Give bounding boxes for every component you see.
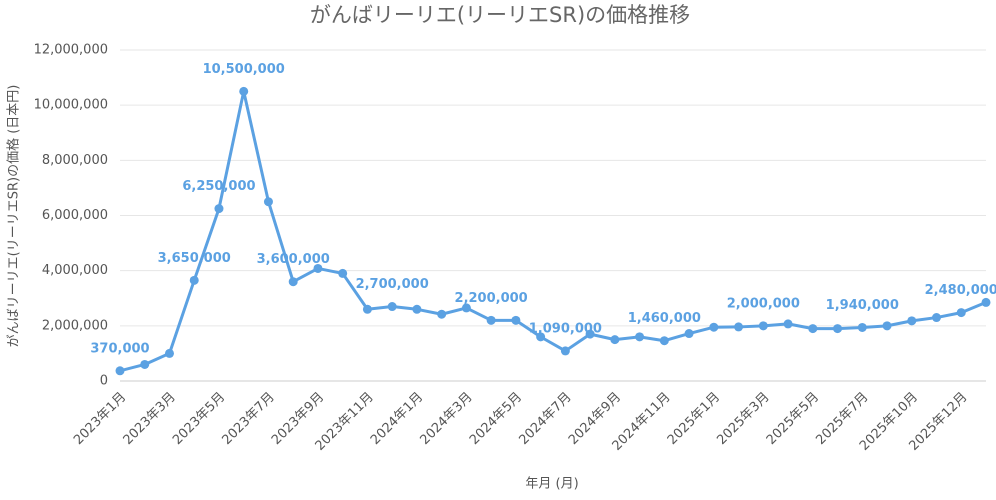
point (239, 86, 249, 96)
point (585, 329, 595, 339)
x-tick-label: 2024年3月 (417, 390, 475, 448)
value-label: 2,700,000 (356, 277, 429, 292)
point (288, 277, 298, 287)
point (635, 332, 645, 342)
x-tick-label: 2023年1月 (71, 390, 129, 448)
point (461, 303, 471, 313)
point (214, 204, 224, 214)
value-label: 1,940,000 (826, 298, 899, 313)
value-label: 2,000,000 (727, 296, 800, 311)
x-tick-label: 2023年3月 (121, 390, 179, 448)
point (560, 346, 570, 356)
value-label: 1,090,000 (529, 321, 602, 336)
x-tick-label: 2024年1月 (368, 390, 426, 448)
point (437, 309, 447, 319)
point (758, 321, 768, 331)
y-axis-label: がんばリーリエ(リーリエSR)の価格 (日本円) (6, 85, 22, 348)
y-tick-label: 12,000,000 (34, 43, 108, 58)
point (709, 322, 719, 332)
x-tick-label: 2025年5月 (764, 390, 822, 448)
point (164, 348, 174, 358)
point (956, 308, 966, 318)
y-tick-label: 4,000,000 (42, 263, 108, 278)
point (189, 275, 199, 285)
point (536, 332, 546, 342)
value-label: 2,200,000 (455, 291, 528, 306)
point (659, 336, 669, 346)
value-label: 3,650,000 (158, 251, 231, 266)
point (338, 268, 348, 278)
value-label: 6,250,000 (182, 179, 255, 194)
point (313, 263, 323, 273)
point (734, 322, 744, 332)
y-tick-label: 10,000,000 (34, 98, 108, 113)
point (833, 324, 843, 334)
value-label: 1,460,000 (628, 311, 701, 326)
x-axis-label: 年月 (月) (525, 477, 578, 492)
point (857, 322, 867, 332)
x-tick-label: 2024年5月 (467, 390, 525, 448)
y-tick-label: 2,000,000 (42, 318, 108, 333)
point (140, 359, 150, 369)
y-tick-label: 0 (100, 374, 108, 389)
point (783, 319, 793, 329)
point (932, 313, 942, 323)
point (115, 366, 125, 376)
x-tick-label: 2023年7月 (220, 390, 278, 448)
point (684, 329, 694, 339)
x-tick-label: 2025年1月 (665, 390, 723, 448)
y-tick-label: 6,000,000 (42, 208, 108, 223)
point (610, 335, 620, 345)
value-label: 2,480,000 (925, 283, 996, 298)
x-tick-label: 2023年5月 (170, 390, 228, 448)
point (387, 302, 397, 312)
point (263, 197, 273, 207)
x-tick-label: 2025年3月 (714, 390, 772, 448)
value-label: 3,600,000 (257, 252, 330, 267)
y-tick-label: 8,000,000 (42, 153, 108, 168)
point (362, 304, 372, 314)
point (882, 321, 892, 331)
point (981, 297, 991, 307)
point (486, 315, 496, 325)
value-label: 10,500,000 (203, 62, 285, 77)
chart-title: がんばリーリエ(リーリエSR)の価格推移 (310, 3, 690, 27)
x-tick-label: 2024年7月 (516, 390, 574, 448)
point (511, 315, 521, 325)
point (907, 316, 917, 326)
point (808, 324, 818, 334)
point (412, 304, 422, 314)
value-label: 370,000 (90, 341, 149, 356)
